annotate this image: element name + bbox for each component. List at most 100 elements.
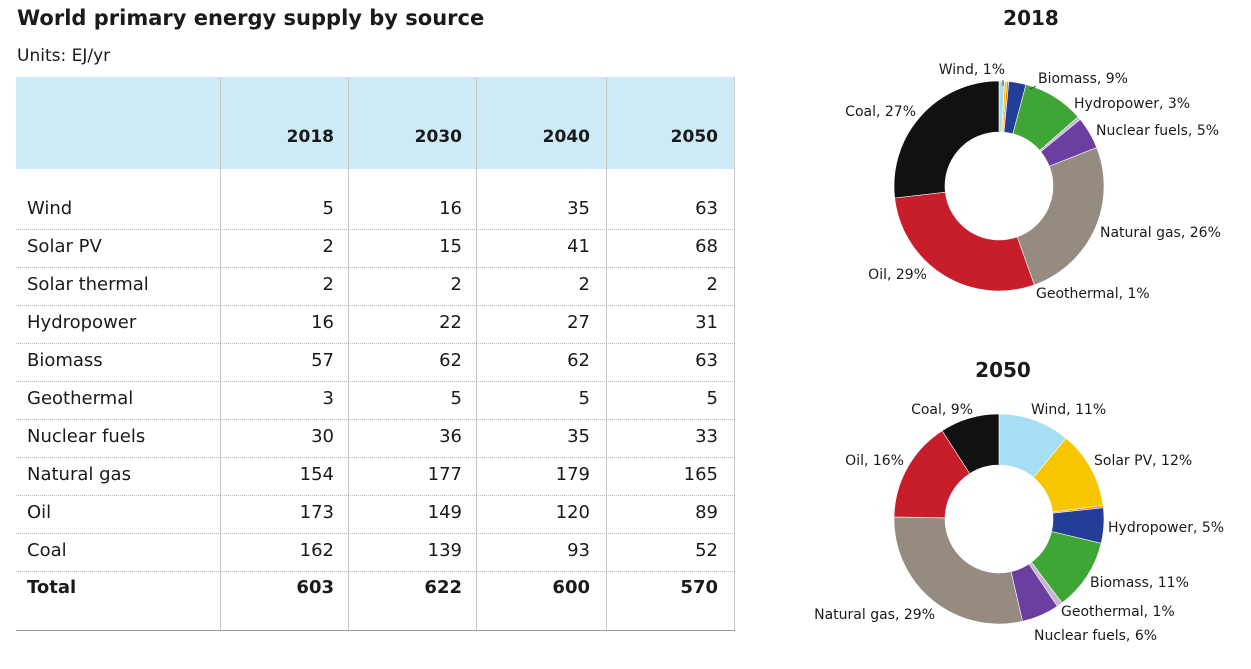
slice-label-wind: Wind, 11% [1031, 402, 1106, 418]
table-row: Oil 173 149 120 89 [16, 496, 735, 534]
row-label: Coal [27, 540, 67, 561]
cell-value: 35 [567, 426, 590, 447]
row-divider [16, 495, 735, 496]
slice-solar-thermal [1052, 505, 1104, 514]
table-row: Solar PV 2 15 41 68 [16, 230, 735, 268]
slice-geothermal [1028, 561, 1063, 607]
cell-value: 31 [695, 312, 718, 333]
slice-label-wind: Wind, 1% [939, 62, 1005, 78]
slice-label-coal: Coal, 9% [911, 402, 973, 418]
row-divider [16, 343, 735, 344]
cell-value: 36 [439, 426, 462, 447]
cell-value: 22 [439, 312, 462, 333]
slice-label-coal: Coal, 27% [845, 104, 916, 120]
slice-coal [893, 80, 1000, 199]
slice-wind [998, 413, 1067, 478]
cell-value: 2 [578, 274, 590, 295]
cell-value: 149 [427, 502, 462, 523]
cell-value: 177 [427, 464, 462, 485]
row-label: Geothermal [27, 388, 134, 409]
table-row: Hydropower 16 22 27 31 [16, 306, 735, 344]
row-label: Solar thermal [27, 274, 149, 295]
slice-oil [894, 191, 1035, 292]
table-row: Nuclear fuels 30 36 35 33 [16, 420, 735, 458]
cell-value: 600 [552, 577, 590, 598]
slice-wind [998, 80, 1005, 133]
cell-value: 622 [424, 577, 462, 598]
slice-hydropower [1051, 507, 1105, 544]
row-label: Solar PV [27, 236, 102, 257]
cell-value: 2 [450, 274, 462, 295]
column-divider [734, 77, 735, 630]
slice-label-oil: Oil, 16% [845, 453, 904, 469]
slice-label-biomass: Biomass, 9% [1038, 71, 1128, 87]
cell-value: 2 [322, 274, 334, 295]
cell-value: 5 [450, 388, 462, 409]
table-row: Natural gas 154 177 179 165 [16, 458, 735, 496]
cell-value: 30 [311, 426, 334, 447]
column-divider [348, 77, 349, 630]
slice-label-geothermal: Geothermal, 1% [1036, 286, 1150, 302]
slice-oil [893, 430, 971, 519]
cell-value: 120 [555, 502, 590, 523]
slice-label-natural-gas: Natural gas, 26% [1100, 225, 1221, 241]
table-row: Geothermal 3 5 5 5 [16, 382, 735, 420]
chart-title: World primary energy supply by source [17, 6, 485, 30]
cell-value: 62 [567, 350, 590, 371]
donut-title-2018: 2018 [1003, 6, 1059, 30]
cell-value: 68 [695, 236, 718, 257]
slice-natural-gas [1016, 147, 1105, 286]
row-divider [16, 533, 735, 534]
slice-label-nuclear-fuels: Nuclear fuels, 6% [1034, 628, 1157, 644]
row-divider [16, 267, 735, 268]
cell-value: 603 [296, 577, 334, 598]
header-year-2040: 2040 [542, 127, 590, 147]
table-row: Wind 5 16 35 63 [16, 192, 735, 230]
slice-label-hydropower: Hydropower, 3% [1074, 96, 1190, 112]
cell-value: 52 [695, 540, 718, 561]
row-label: Nuclear fuels [27, 426, 146, 447]
row-divider [16, 305, 735, 306]
cell-value: 165 [683, 464, 718, 485]
row-label: Oil [27, 502, 52, 523]
slice-label-oil: Oil, 29% [868, 267, 927, 283]
header-year-2050: 2050 [670, 127, 718, 147]
header-year-2030: 2030 [414, 127, 462, 147]
table-row: Biomass 57 62 62 63 [16, 344, 735, 382]
column-divider [606, 77, 607, 630]
cell-value: 2 [706, 274, 718, 295]
energy-table: 2018 2030 2040 2050 Wind 5 16 35 63 Solar PV 2… [16, 77, 735, 631]
table-row: Solar thermal 2 2 2 2 [16, 268, 735, 306]
cell-value: 162 [299, 540, 334, 561]
cell-value: 62 [439, 350, 462, 371]
row-label: Wind [27, 198, 73, 219]
slice-natural-gas [893, 516, 1023, 625]
column-divider [476, 77, 477, 630]
slice-label-geothermal: Geothermal, 1% [1061, 604, 1175, 620]
cell-value: 93 [567, 540, 590, 561]
cell-value: 173 [299, 502, 334, 523]
row-label: Total [27, 577, 77, 598]
slice-label-hydropower: Hydropower, 5% [1108, 520, 1224, 536]
cell-value: 570 [680, 577, 718, 598]
row-divider [16, 229, 735, 230]
slice-biomass [1012, 84, 1079, 151]
row-divider [16, 571, 735, 572]
row-divider [16, 457, 735, 458]
cell-value: 5 [706, 388, 718, 409]
cell-value: 15 [439, 236, 462, 257]
cell-value: 33 [695, 426, 718, 447]
cell-value: 16 [439, 198, 462, 219]
cell-value: 63 [695, 350, 718, 371]
cell-value: 3 [322, 388, 334, 409]
slice-coal [941, 413, 1000, 475]
cell-value: 139 [427, 540, 462, 561]
table-row: Coal 162 139 93 52 [16, 534, 735, 572]
slice-label-solar-pv: Solar PV, 12% [1094, 453, 1192, 469]
cell-value: 5 [322, 198, 334, 219]
row-label: Natural gas [27, 464, 131, 485]
table-total-row: Total 603 622 600 570 [16, 571, 735, 609]
slice-nuclear-fuels [1040, 119, 1098, 167]
row-label: Biomass [27, 350, 103, 371]
slice-nuclear-fuels [1010, 563, 1058, 622]
